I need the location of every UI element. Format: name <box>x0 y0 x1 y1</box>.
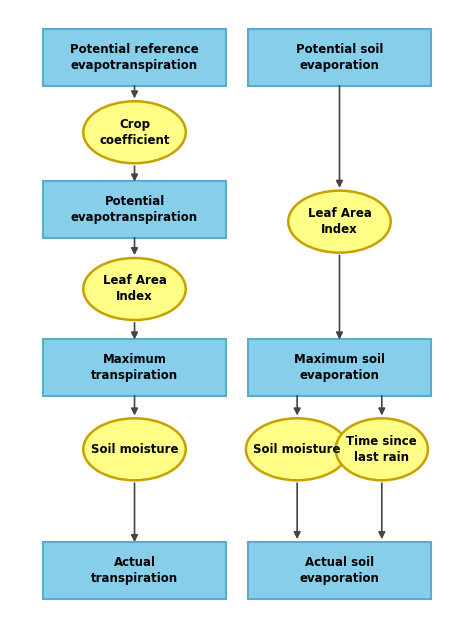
Text: Actual soil
evaporation: Actual soil evaporation <box>300 556 379 585</box>
FancyBboxPatch shape <box>43 181 226 238</box>
FancyBboxPatch shape <box>43 339 226 396</box>
Text: Leaf Area
Index: Leaf Area Index <box>102 275 166 304</box>
Ellipse shape <box>83 101 186 163</box>
Text: Potential reference
evapotranspiration: Potential reference evapotranspiration <box>70 43 199 72</box>
Text: Potential soil
evaporation: Potential soil evaporation <box>296 43 383 72</box>
Ellipse shape <box>83 418 186 481</box>
Text: Maximum soil
evaporation: Maximum soil evaporation <box>294 353 385 382</box>
Ellipse shape <box>336 418 428 481</box>
Ellipse shape <box>288 191 391 252</box>
Ellipse shape <box>246 418 348 481</box>
Text: Maximum
transpiration: Maximum transpiration <box>91 353 178 382</box>
Ellipse shape <box>83 258 186 320</box>
Text: Time since
last rain: Time since last rain <box>346 435 417 464</box>
FancyBboxPatch shape <box>43 542 226 598</box>
FancyBboxPatch shape <box>248 29 431 86</box>
FancyBboxPatch shape <box>43 29 226 86</box>
Text: Actual
transpiration: Actual transpiration <box>91 556 178 585</box>
FancyBboxPatch shape <box>248 542 431 598</box>
Text: Potential
evapotranspiration: Potential evapotranspiration <box>71 195 198 224</box>
Text: Leaf Area
Index: Leaf Area Index <box>308 207 372 236</box>
FancyBboxPatch shape <box>248 339 431 396</box>
Text: Soil moisture: Soil moisture <box>254 443 341 456</box>
Text: Crop
coefficient: Crop coefficient <box>99 118 170 146</box>
Text: Soil moisture: Soil moisture <box>91 443 178 456</box>
